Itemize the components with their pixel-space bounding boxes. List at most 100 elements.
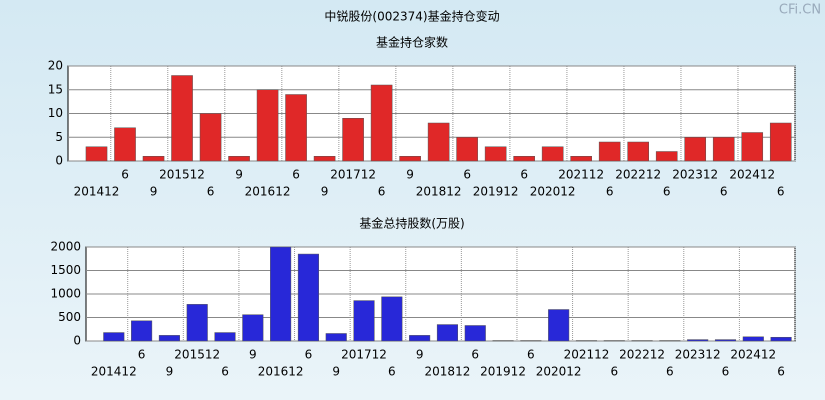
x-tick-label: 202212 bbox=[615, 168, 661, 182]
x-tick-label: 9 bbox=[321, 185, 329, 199]
x-tick-label: 9 bbox=[166, 365, 174, 379]
bar bbox=[85, 146, 108, 162]
bar bbox=[513, 156, 535, 162]
x-tick-label: 6 bbox=[138, 348, 146, 362]
bar bbox=[370, 84, 393, 162]
bar bbox=[103, 332, 125, 342]
bar bbox=[427, 122, 450, 162]
bar bbox=[297, 253, 319, 342]
x-tick-label: 6 bbox=[471, 348, 479, 362]
y-tick-label: 10 bbox=[48, 106, 63, 120]
x-tick-label: 201712 bbox=[330, 168, 376, 182]
x-tick-label: 201812 bbox=[425, 365, 471, 379]
x-tick-label: 201512 bbox=[159, 168, 205, 182]
bar bbox=[313, 156, 336, 162]
bar bbox=[381, 296, 403, 342]
bar bbox=[456, 137, 478, 162]
bar bbox=[714, 339, 737, 342]
x-tick-label: 6 bbox=[292, 168, 300, 182]
x-tick-label: 202412 bbox=[730, 348, 776, 362]
x-tick-label: 201712 bbox=[341, 348, 387, 362]
x-tick-label: 202012 bbox=[536, 365, 582, 379]
bar bbox=[541, 146, 564, 162]
bar bbox=[242, 314, 264, 342]
x-tick-label: 6 bbox=[777, 365, 785, 379]
y-tick-label: 15 bbox=[48, 82, 63, 96]
bar bbox=[464, 325, 486, 342]
x-tick-label: 202012 bbox=[530, 185, 576, 199]
bar bbox=[342, 118, 364, 162]
chart-title: 基金总持股数(万股) bbox=[359, 216, 464, 231]
chart-title: 基金持仓家数 bbox=[376, 35, 448, 50]
x-tick-label: 6 bbox=[520, 168, 528, 182]
x-tick-label: 6 bbox=[606, 185, 614, 199]
bar bbox=[199, 113, 222, 162]
bar bbox=[484, 146, 507, 162]
x-tick-label: 201912 bbox=[473, 185, 519, 199]
x-tick-label: 6 bbox=[666, 365, 674, 379]
bar bbox=[548, 309, 570, 342]
y-tick-label: 1000 bbox=[50, 287, 81, 301]
x-tick-label: 202112 bbox=[564, 348, 610, 362]
y-tick-label: 20 bbox=[48, 59, 63, 73]
bar bbox=[270, 246, 292, 342]
x-tick-label: 202412 bbox=[729, 168, 775, 182]
bar bbox=[171, 75, 193, 162]
x-tick-label: 6 bbox=[305, 348, 313, 362]
bar bbox=[655, 151, 678, 162]
x-tick-label: 6 bbox=[777, 185, 785, 199]
x-tick-label: 201812 bbox=[416, 185, 462, 199]
bar bbox=[436, 324, 458, 342]
x-tick-label: 9 bbox=[332, 365, 340, 379]
bar bbox=[353, 300, 375, 342]
bar bbox=[742, 336, 764, 342]
bar bbox=[687, 339, 709, 342]
bar bbox=[627, 141, 649, 162]
x-tick-label: 6 bbox=[722, 365, 730, 379]
bar bbox=[114, 127, 136, 162]
x-tick-label: 201612 bbox=[258, 365, 304, 379]
page-title: 中锐股份(002374)基金持仓变动 bbox=[324, 9, 499, 24]
x-tick-label: 202212 bbox=[619, 348, 665, 362]
bar bbox=[741, 132, 764, 162]
x-tick-label: 6 bbox=[121, 168, 129, 182]
bar bbox=[131, 320, 153, 342]
x-tick-label: 201912 bbox=[480, 365, 526, 379]
y-tick-label: 5 bbox=[55, 130, 63, 144]
y-tick-label: 0 bbox=[73, 334, 81, 348]
x-tick-label: 6 bbox=[388, 365, 396, 379]
bar bbox=[142, 156, 165, 162]
x-tick-label: 201612 bbox=[245, 185, 291, 199]
x-tick-label: 6 bbox=[720, 185, 728, 199]
x-tick-label: 6 bbox=[663, 185, 671, 199]
x-tick-label: 201412 bbox=[91, 365, 137, 379]
x-tick-label: 202312 bbox=[672, 168, 718, 182]
bar bbox=[186, 304, 208, 342]
x-tick-label: 6 bbox=[527, 348, 535, 362]
bar bbox=[570, 156, 592, 162]
x-tick-label: 201412 bbox=[74, 185, 120, 199]
x-tick-label: 202312 bbox=[675, 348, 721, 362]
bar bbox=[214, 332, 236, 342]
bar bbox=[598, 141, 621, 162]
bar bbox=[769, 122, 792, 162]
x-tick-label: 9 bbox=[406, 168, 414, 182]
x-tick-label: 9 bbox=[150, 185, 158, 199]
bar bbox=[158, 335, 180, 342]
x-tick-label: 9 bbox=[235, 168, 243, 182]
bar bbox=[409, 335, 431, 342]
y-tick-label: 0 bbox=[55, 154, 63, 168]
y-tick-label: 2000 bbox=[50, 240, 81, 254]
y-tick-label: 1500 bbox=[50, 263, 81, 277]
bar bbox=[325, 333, 347, 342]
x-tick-label: 6 bbox=[207, 185, 215, 199]
bar bbox=[285, 94, 307, 162]
y-tick-label: 500 bbox=[58, 310, 81, 324]
x-tick-label: 202112 bbox=[558, 168, 604, 182]
x-tick-label: 6 bbox=[463, 168, 471, 182]
x-tick-label: 9 bbox=[249, 348, 257, 362]
bar bbox=[228, 156, 250, 162]
bar bbox=[256, 89, 279, 162]
x-tick-label: 6 bbox=[378, 185, 386, 199]
